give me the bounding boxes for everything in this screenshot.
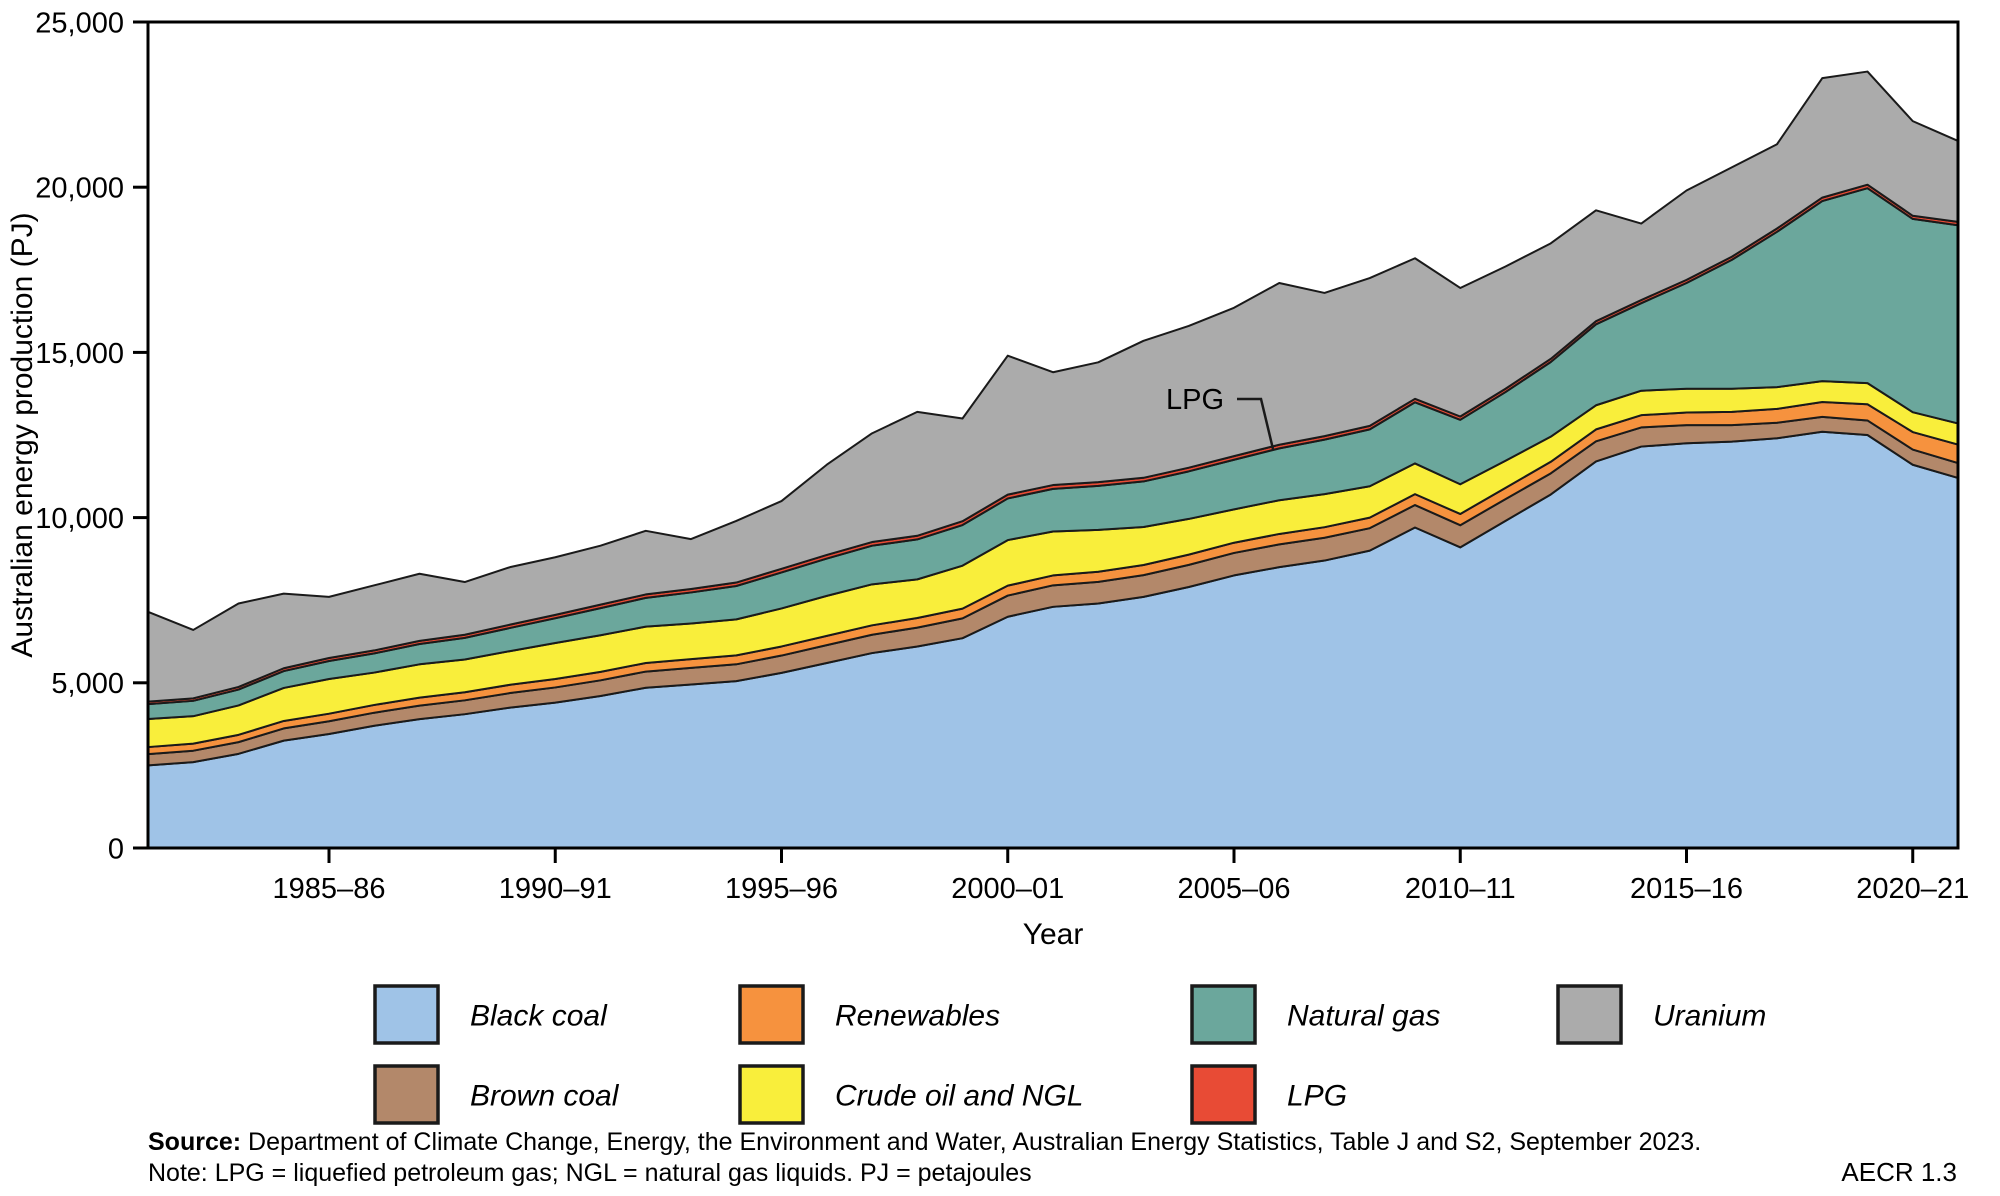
- stacked-areas: [147, 70, 1959, 849]
- y-tick-label-10000: 10,000: [35, 503, 124, 535]
- y-axis-title: Australian energy production (PJ): [6, 212, 39, 657]
- note-line: Note: LPG = liquefied petroleum gas; NGL…: [148, 1159, 1032, 1187]
- x-axis: 1985–86 1990–91 1995–96 2000–01 2005–06 2010–…: [273, 848, 1969, 905]
- source-line: Source: Department of Climate Change, En…: [148, 1128, 1701, 1156]
- y-tick-label-5000: 5,000: [51, 668, 124, 700]
- source-label: Source:: [148, 1128, 241, 1156]
- x-tick-label-2015-16: 2015–16: [1630, 873, 1743, 905]
- y-tick-label-0: 0: [108, 833, 124, 865]
- lpg-annotation: LPG: [1166, 384, 1275, 450]
- x-tick-label-2000-01: 2000–01: [951, 873, 1064, 905]
- legend-swatch-uranium: [1556, 984, 1623, 1045]
- legend-label-crude-oil-and-ngl: Crude oil and NGL: [835, 1079, 1083, 1112]
- legend-label-renewables: Renewables: [835, 999, 1000, 1032]
- legend-swatch-brown-coal: [373, 1064, 440, 1125]
- legend-item-uranium: Uranium: [1556, 984, 1766, 1045]
- lpg-annotation-label: LPG: [1166, 384, 1224, 416]
- legend-item-lpg: LPG: [1190, 1064, 1347, 1125]
- x-tick-label-1995-96: 1995–96: [725, 873, 838, 905]
- lpg-annotation-leader-line: [1237, 397, 1275, 450]
- y-axis: 0 5,000 10,000 15,000 20,000 25,000: [35, 7, 148, 865]
- x-tick-label-1990-91: 1990–91: [499, 873, 612, 905]
- x-tick-label-2010-11: 2010–11: [1405, 873, 1516, 905]
- x-tick-label-2020-21: 2020–21: [1856, 873, 1969, 905]
- legend-item-black-coal: Black coal: [373, 984, 608, 1045]
- legend-label-natural-gas: Natural gas: [1287, 999, 1440, 1032]
- x-tick-label-2005-06: 2005–06: [1178, 873, 1291, 905]
- legend-item-crude-oil-and-ngl: Crude oil and NGL: [738, 1064, 1083, 1125]
- y-tick-label-15000: 15,000: [35, 338, 124, 370]
- legend-swatch-crude-oil-and-ngl: [738, 1064, 805, 1125]
- legend-swatch-renewables: [738, 984, 805, 1045]
- legend-item-brown-coal: Brown coal: [373, 1064, 620, 1125]
- legend-label-brown-coal: Brown coal: [470, 1079, 620, 1112]
- legend-swatch-lpg: [1190, 1064, 1257, 1125]
- legend-label-lpg: LPG: [1287, 1079, 1347, 1112]
- legend-item-renewables: Renewables: [738, 984, 1000, 1045]
- legend-label-uranium: Uranium: [1653, 999, 1766, 1032]
- legend-label-black-coal: Black coal: [470, 999, 608, 1032]
- x-tick-label-1985-86: 1985–86: [273, 873, 386, 905]
- source-text: Department of Climate Change, Energy, th…: [241, 1128, 1701, 1156]
- y-tick-label-25000: 25,000: [35, 7, 124, 39]
- legend-item-natural-gas: Natural gas: [1190, 984, 1440, 1045]
- plot-frame: [146, 20, 1960, 850]
- legend-swatch-natural-gas: [1190, 984, 1257, 1045]
- legend-swatch-black-coal: [373, 984, 440, 1045]
- y-tick-label-20000: 20,000: [35, 173, 124, 205]
- legend: Black coal Renewables Natural gas Uranium Br…: [373, 984, 1766, 1125]
- x-axis-title: Year: [1023, 918, 1084, 951]
- figure-code: AECR 1.3: [1841, 1157, 1957, 1187]
